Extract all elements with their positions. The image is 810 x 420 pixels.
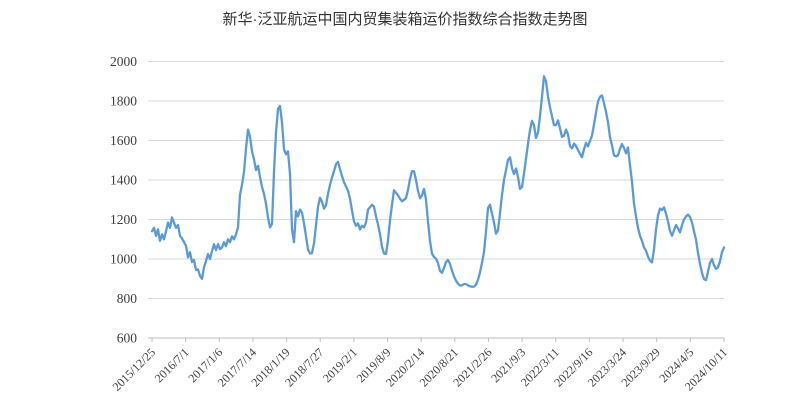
y-axis-tick-label: 1800 xyxy=(110,94,137,109)
index-line-series xyxy=(150,75,726,288)
x-axis-tick-label: 2016/7/1 xyxy=(152,345,192,385)
chart-title: 新华·泛亚航运中国内贸集装箱运价指数综合指数走势图 xyxy=(222,11,588,28)
x-axis-tick-label: 2015/12/25 xyxy=(110,345,159,394)
y-axis-tick-label: 2000 xyxy=(110,54,137,69)
y-axis-tick-label: 1200 xyxy=(110,212,137,227)
y-axis-tick-label: 600 xyxy=(117,331,138,346)
x-axis-tick-label: 2019/2/1 xyxy=(320,345,360,385)
y-axis-tick-label: 1000 xyxy=(110,252,137,267)
y-axis-tick-label: 1600 xyxy=(110,133,137,148)
y-axis-tick-label: 1400 xyxy=(110,173,137,188)
y-axis-tick-label: 800 xyxy=(117,291,138,306)
